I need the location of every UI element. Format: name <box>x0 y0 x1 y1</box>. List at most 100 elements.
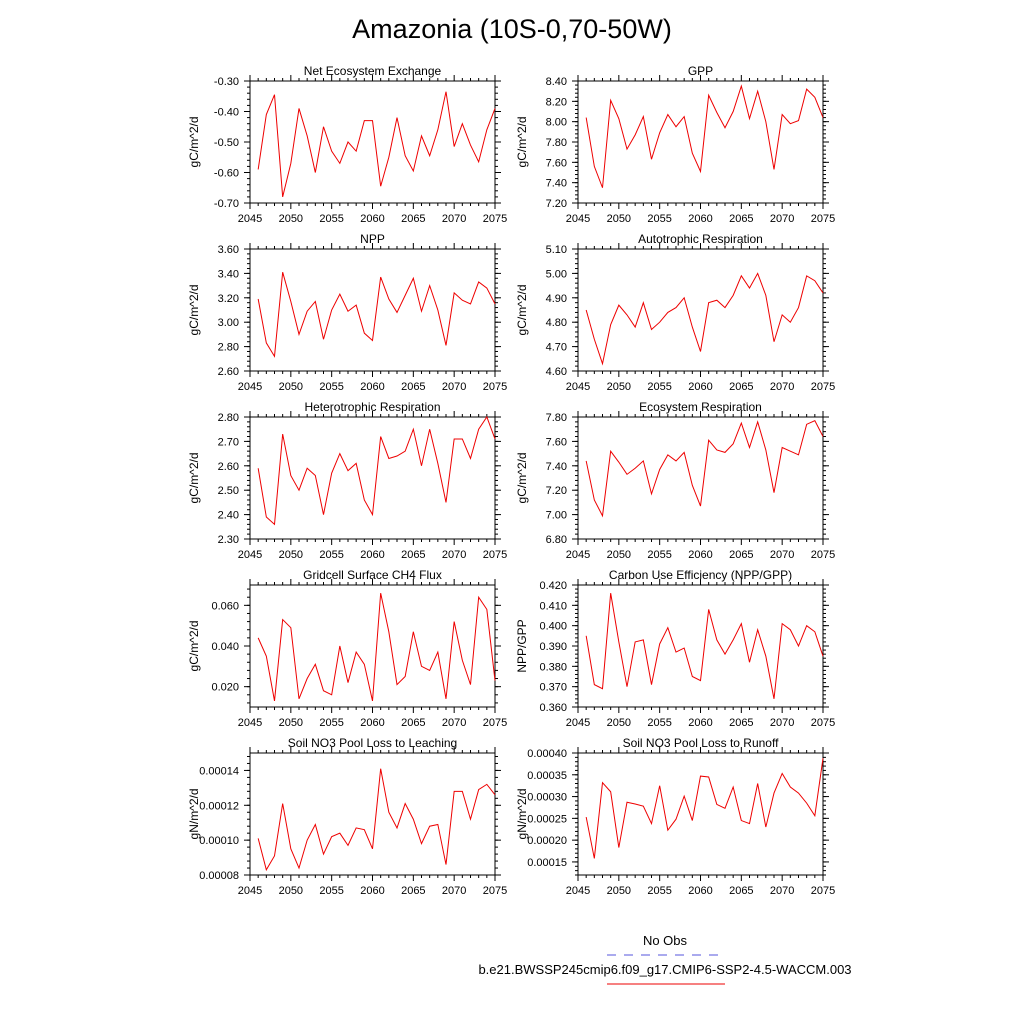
y-tick-label: 2.80 <box>218 412 239 424</box>
x-tick-label: 2055 <box>319 717 343 729</box>
y-axis-label: gN/m^2/d <box>187 789 201 840</box>
y-tick-label: 0.370 <box>539 682 567 694</box>
chart-panel-5: Heterotrophic Respiration gC/m^2/d 2045 205… <box>187 400 507 561</box>
x-tick-label: 2050 <box>279 213 303 225</box>
x-tick-label: 2055 <box>647 381 671 393</box>
x-tick-label: 2065 <box>729 885 753 897</box>
x-tick-label: 2060 <box>360 717 384 729</box>
chart-panel-3: NPP gC/m^2/d 2045 2050 2055 2060 2065 2070 2075 2… <box>187 232 507 393</box>
x-tick-label: 2060 <box>688 717 712 729</box>
x-tick-label: 2070 <box>770 885 794 897</box>
x-tick-label: 2075 <box>483 213 507 225</box>
chart-panel-10: Soil NO3 Pool Loss to Runoff gN/m^2/d 2045… <box>515 736 835 897</box>
y-tick-label: 2.80 <box>218 342 239 354</box>
chart-title: Net Ecosystem Exchange <box>304 64 442 78</box>
x-tick-label: 2070 <box>442 885 466 897</box>
x-tick-label: 2070 <box>442 549 466 561</box>
y-tick-label: 0.00030 <box>527 792 567 804</box>
chart-panel-1: Net Ecosystem Exchange gC/m^2/d 2045 2050 20… <box>187 64 507 225</box>
legend-obs-label: No Obs <box>642 933 688 948</box>
x-tick-label: 2055 <box>319 381 343 393</box>
y-tick-label: -0.30 <box>214 76 239 88</box>
series-line <box>257 768 496 872</box>
y-tick-label: 8.00 <box>546 117 567 129</box>
y-tick-label: 0.400 <box>539 621 567 633</box>
chart-title: Soil NO3 Pool Loss to Leaching <box>288 736 457 750</box>
y-tick-label: 0.00020 <box>527 835 567 847</box>
x-tick-label: 2060 <box>360 549 384 561</box>
y-tick-label: 5.10 <box>546 244 567 256</box>
y-axis-label: gC/m^2/d <box>187 621 201 672</box>
legend-model-label: b.e21.BWSSP245cmip6.f09_g17.CMIP6-SSP2-4… <box>478 962 852 977</box>
x-tick-label: 2065 <box>729 213 753 225</box>
x-tick-label: 2070 <box>442 381 466 393</box>
y-tick-label: 7.40 <box>546 178 567 190</box>
chart-panel-9: Soil NO3 Pool Loss to Leaching gN/m^2/d 20… <box>187 736 507 897</box>
y-tick-label: 0.00012 <box>199 800 239 812</box>
x-tick-label: 2060 <box>688 885 712 897</box>
series-line <box>257 272 496 358</box>
x-tick-label: 2050 <box>607 381 631 393</box>
plot-frame <box>577 416 824 540</box>
y-tick-label: 0.040 <box>211 641 239 653</box>
y-axis-label: gC/m^2/d <box>515 453 529 504</box>
y-tick-label: 3.20 <box>218 293 239 305</box>
y-tick-label: 0.380 <box>539 661 567 673</box>
x-tick-label: 2055 <box>319 885 343 897</box>
y-tick-label: 0.00025 <box>527 813 567 825</box>
y-tick-label: 0.410 <box>539 600 567 612</box>
y-tick-label: -0.40 <box>214 107 239 119</box>
x-tick-label: 2075 <box>483 717 507 729</box>
y-axis-label: NPP/GPP <box>515 619 529 672</box>
y-tick-label: 3.00 <box>218 317 239 329</box>
series-line <box>257 415 496 526</box>
chart-title: Gridcell Surface CH4 Flux <box>303 568 442 582</box>
x-tick-label: 2050 <box>607 885 631 897</box>
x-tick-label: 2045 <box>238 717 262 729</box>
x-tick-label: 2055 <box>647 885 671 897</box>
plot-frame <box>249 80 496 204</box>
x-tick-label: 2055 <box>647 717 671 729</box>
x-tick-label: 2065 <box>729 717 753 729</box>
y-tick-label: 0.020 <box>211 682 239 694</box>
y-tick-label: 7.60 <box>546 157 567 169</box>
x-tick-label: 2060 <box>360 885 384 897</box>
y-tick-label: 8.40 <box>546 76 567 88</box>
series-line <box>257 91 496 198</box>
y-tick-label: 4.80 <box>546 317 567 329</box>
chart-title: GPP <box>688 64 713 78</box>
chart-title: Soil NO3 Pool Loss to Runoff <box>623 736 780 750</box>
x-tick-label: 2075 <box>811 381 835 393</box>
y-tick-label: 2.30 <box>218 534 239 546</box>
x-tick-label: 2065 <box>401 381 425 393</box>
series-line <box>257 593 496 702</box>
x-tick-label: 2045 <box>566 549 590 561</box>
y-tick-label: -0.60 <box>214 168 239 180</box>
x-tick-label: 2060 <box>688 213 712 225</box>
y-tick-label: 0.00008 <box>199 870 239 882</box>
x-tick-label: 2050 <box>279 549 303 561</box>
x-tick-label: 2045 <box>566 717 590 729</box>
x-tick-label: 2045 <box>566 213 590 225</box>
x-tick-label: 2070 <box>770 549 794 561</box>
y-tick-label: 7.20 <box>546 485 567 497</box>
series-line <box>585 272 824 366</box>
x-tick-label: 2045 <box>566 381 590 393</box>
x-tick-label: 2065 <box>729 549 753 561</box>
x-tick-label: 2045 <box>238 549 262 561</box>
plot-frame <box>577 584 824 708</box>
y-tick-label: 2.40 <box>218 510 239 522</box>
y-tick-label: 8.20 <box>546 96 567 108</box>
x-tick-label: 2045 <box>238 885 262 897</box>
y-tick-label: -0.70 <box>214 198 239 210</box>
y-tick-label: 3.60 <box>218 244 239 256</box>
x-tick-label: 2070 <box>442 717 466 729</box>
y-tick-label: 0.00010 <box>199 835 239 847</box>
plot-frame <box>249 248 496 372</box>
chart-title: NPP <box>360 232 385 246</box>
x-tick-label: 2075 <box>483 549 507 561</box>
plot-frame <box>249 584 496 708</box>
x-tick-label: 2075 <box>811 213 835 225</box>
x-tick-label: 2070 <box>770 213 794 225</box>
